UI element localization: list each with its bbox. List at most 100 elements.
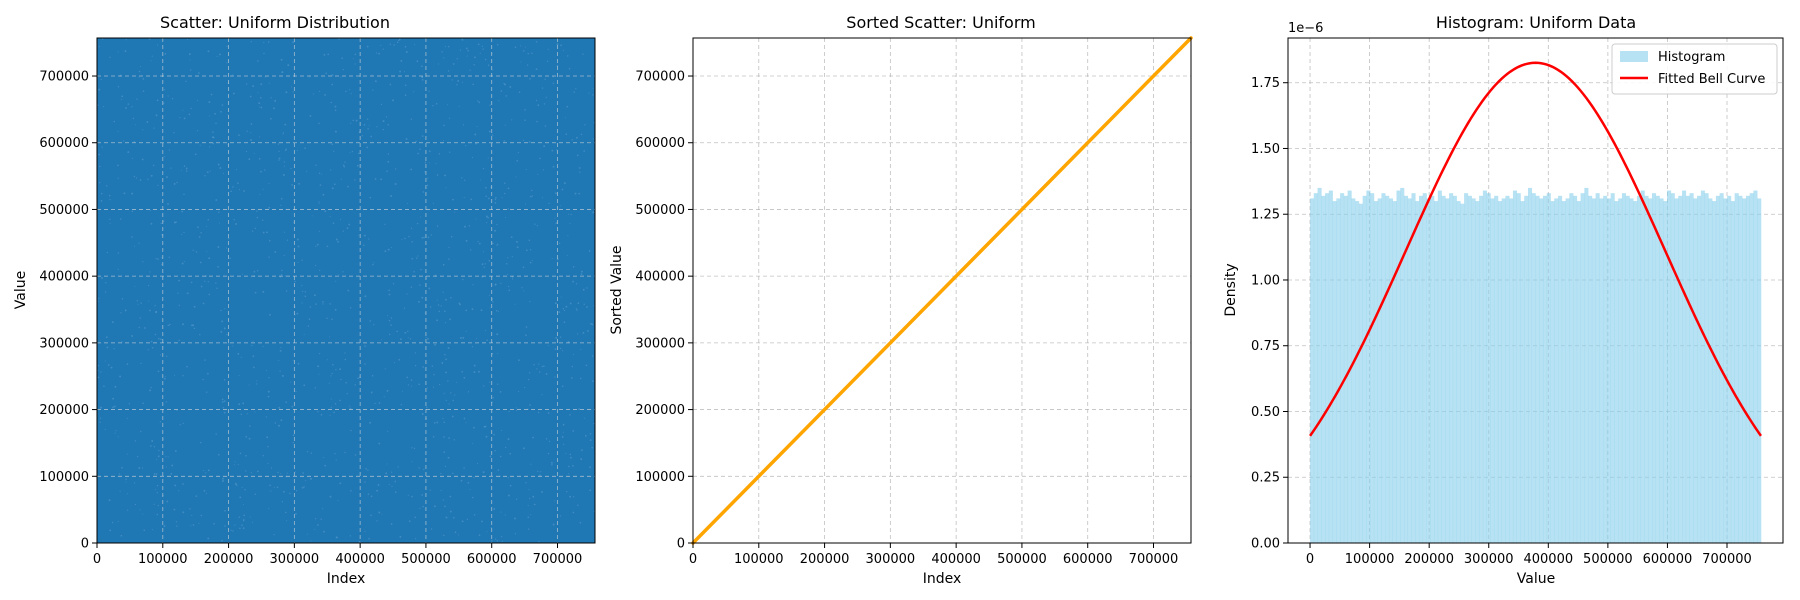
scatter-point	[424, 161, 427, 164]
scatter-point	[241, 524, 243, 527]
scatter-point	[263, 169, 266, 171]
scatter-point	[231, 74, 233, 76]
scatter-point	[497, 469, 500, 471]
scatter-point	[109, 529, 112, 532]
scatter-point	[497, 383, 499, 385]
scatter-point	[268, 82, 270, 84]
scatter-point	[547, 345, 549, 347]
histogram-bar	[1400, 187, 1405, 544]
scatter-point	[295, 490, 298, 492]
scatter-point	[133, 140, 136, 143]
scatter-point	[524, 109, 526, 111]
scatter-point	[178, 339, 180, 342]
scatter-point	[248, 425, 251, 427]
scatter-point	[157, 455, 160, 458]
scatter-point	[440, 490, 442, 492]
scatter-point	[132, 117, 135, 120]
scatter-point	[148, 309, 151, 312]
scatter-point	[302, 472, 304, 474]
scatter-point	[421, 237, 424, 239]
scatter-point	[392, 283, 395, 285]
scatter-point	[470, 249, 472, 251]
scatter-point	[551, 149, 554, 152]
scatter-point	[205, 225, 207, 227]
scatter-point	[280, 204, 282, 206]
scatter-point	[449, 495, 452, 498]
scatter-point	[388, 333, 391, 336]
scatter-point	[528, 497, 531, 500]
histogram-bar	[1441, 195, 1446, 543]
scatter-point	[465, 422, 467, 424]
scatter-point	[150, 340, 153, 343]
scatter-point	[187, 38, 189, 41]
scatter-point	[529, 300, 531, 303]
scatter-point	[136, 98, 138, 100]
scatter-point	[586, 306, 588, 308]
scatter-point	[489, 104, 491, 106]
scatter-point	[411, 257, 414, 260]
sorted-y-tick-label: 200000	[635, 403, 685, 418]
scatter-point	[115, 430, 117, 432]
scatter-x-tick-label: 500000	[401, 552, 451, 567]
histogram-bar	[1591, 198, 1596, 543]
scatter-point	[349, 89, 351, 91]
scatter-point	[313, 294, 316, 297]
scatter-point	[390, 317, 393, 319]
scatter-point	[344, 451, 346, 454]
scatter-point	[466, 55, 468, 57]
scatter-point	[141, 158, 144, 161]
scatter-point	[264, 76, 267, 78]
scatter-point	[221, 398, 224, 401]
scatter-point	[462, 278, 464, 281]
scatter-point	[470, 198, 473, 201]
scatter-point	[565, 117, 566, 119]
scatter-point	[142, 129, 144, 131]
scatter-title: Scatter: Uniform Distribution	[160, 13, 390, 32]
scatter-point	[441, 51, 443, 53]
scatter-point	[294, 314, 296, 316]
scatter-point	[436, 319, 439, 322]
scatter-point	[236, 484, 238, 486]
scatter-point	[584, 124, 586, 126]
scatter-point	[279, 349, 282, 352]
scatter-point	[335, 238, 338, 241]
scatter-point	[290, 86, 292, 88]
scatter-point	[309, 306, 312, 308]
scatter-point	[423, 236, 425, 239]
scatter-point	[537, 411, 540, 414]
scatter-point	[168, 256, 170, 259]
histogram-x-ticks: 0 100000 200000 300000 400000 500000 600000 700…	[1306, 543, 1752, 567]
histogram-bar	[1730, 201, 1735, 543]
scatter-point	[471, 156, 473, 159]
scatter-point	[560, 347, 562, 350]
scatter-point	[535, 99, 538, 102]
scatter-point	[207, 537, 210, 540]
scatter-point	[168, 149, 171, 151]
sorted-y-tick-label: 500000	[635, 203, 685, 218]
histogram-bar	[1527, 187, 1533, 544]
scatter-point	[538, 363, 540, 365]
scatter-point	[97, 104, 99, 106]
scatter-point	[501, 540, 503, 542]
scatter-point	[339, 219, 342, 221]
histogram-y-tick-label: 1.00	[1251, 273, 1280, 288]
scatter-point	[245, 150, 248, 153]
scatter-point	[357, 377, 359, 380]
scatter-point	[404, 94, 407, 96]
scatter-point	[583, 303, 585, 306]
scatter-point	[306, 170, 308, 172]
scatter-point	[131, 335, 134, 337]
scatter-point	[445, 371, 447, 374]
scatter-point	[109, 56, 111, 59]
scatter-point	[153, 127, 155, 129]
histogram-bar	[1576, 201, 1581, 543]
scatter-point	[139, 179, 142, 181]
scatter-point	[185, 170, 188, 172]
scatter-point	[584, 435, 587, 437]
scatter-point	[419, 148, 421, 150]
scatter-point	[328, 382, 330, 384]
scatter-point	[250, 472, 252, 474]
scatter-point	[482, 251, 484, 253]
scatter-point	[243, 514, 246, 517]
scatter-point	[556, 43, 559, 46]
